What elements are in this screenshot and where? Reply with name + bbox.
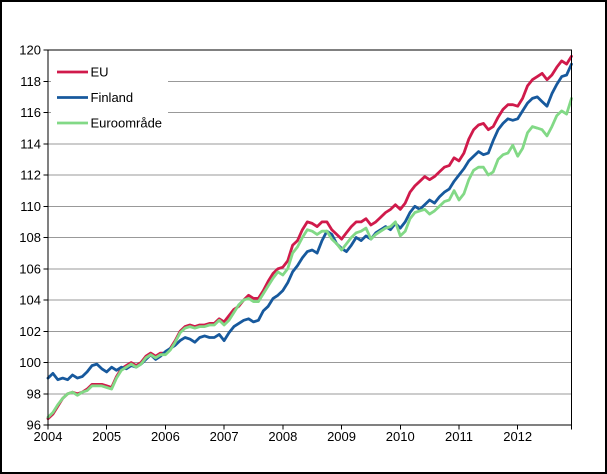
legend-label-eu: EU <box>91 65 109 80</box>
y-tick-label: 114 <box>20 136 41 151</box>
legend-item-finland: Finland <box>57 90 133 105</box>
y-tick-label: 112 <box>20 168 41 183</box>
x-tick-label: 2010 <box>386 429 415 444</box>
x-tick-label: 2011 <box>445 429 473 444</box>
series-layer <box>46 54 573 421</box>
legend-label-finland: Finland <box>91 90 134 105</box>
legend-item-eu: EU <box>57 65 109 80</box>
y-tick-label: 106 <box>19 261 41 276</box>
x-tick-label: 2004 <box>34 429 63 444</box>
y-tick-label: 118 <box>20 74 41 89</box>
legend-item-euroomrade: Euroområde <box>57 116 162 131</box>
y-tick-label: 108 <box>19 230 41 245</box>
y-tick-label: 100 <box>19 355 41 370</box>
legend-label-euroomrade: Euroområde <box>91 116 163 131</box>
x-tick-label: 2012 <box>503 429 532 444</box>
y-tick-label: 120 <box>19 43 41 58</box>
y-tick-label: 110 <box>20 199 41 214</box>
x-tick-label: 2008 <box>268 429 297 444</box>
x-tick-label: 2007 <box>210 429 239 444</box>
axis-layer: 96 98 100 102 104 106 108 110 112 114 116 118 120 200… <box>19 43 573 444</box>
y-tick-label: 96 <box>27 418 41 433</box>
y-tick-label: 104 <box>19 293 41 308</box>
x-tick-label: 2005 <box>92 429 121 444</box>
y-tick-label: 98 <box>27 386 41 401</box>
y-tick-label: 116 <box>20 105 41 120</box>
legend: EU Finland Euroområde <box>51 57 168 137</box>
series-line-euroomrade <box>46 97 573 419</box>
y-tick-label: 102 <box>19 324 41 339</box>
x-tick-label: 2006 <box>151 429 180 444</box>
x-tick-label: 2009 <box>327 429 356 444</box>
grid-layer <box>48 80 572 395</box>
